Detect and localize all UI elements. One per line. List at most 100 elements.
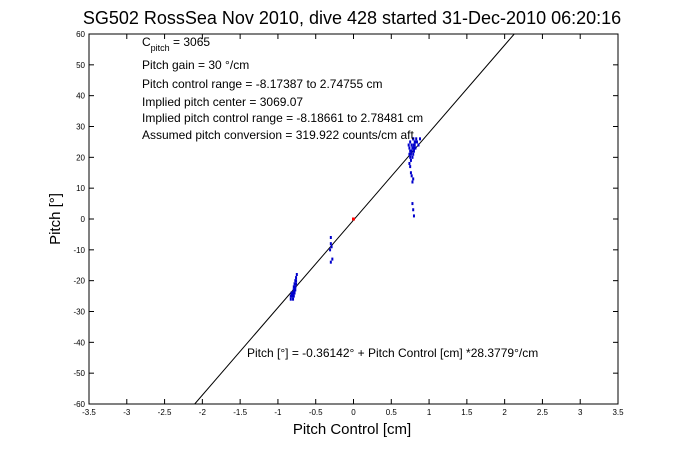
y-tick-label: 50 [76,61,85,70]
y-tick-label: 20 [76,153,85,162]
data-point [419,137,422,141]
data-point [410,174,413,178]
data-point [412,137,415,141]
x-tick-label: 2.5 [537,408,549,417]
y-tick-label: -20 [73,277,85,286]
data-point [329,236,332,239]
x-tick-label: 0.5 [386,408,398,417]
data-point [411,155,414,159]
y-tick-label: 60 [76,30,85,39]
data-point [329,242,332,246]
x-tick-label: 0 [351,408,356,417]
data-point [293,282,296,286]
x-axis-label: Pitch Control [cm] [293,421,411,438]
data-point [414,146,417,150]
y-tick-label: -30 [73,308,85,317]
annotation-implied-center: Implied pitch center = 3069.07 [142,95,303,109]
data-point [408,146,411,150]
data-point [409,149,412,153]
data-point [293,291,296,295]
data-point [412,208,415,212]
data-point [411,202,414,206]
chart-title: SG502 RossSea Nov 2010, dive 428 started… [83,8,621,28]
data-point [411,180,414,184]
x-tick-label: -2.5 [158,408,172,417]
data-point [329,260,332,264]
data-point [412,177,415,181]
data-point [410,143,413,147]
annotation-implied-range: Implied pitch control range = -8.18661 t… [142,111,423,125]
data-point [415,137,418,141]
data-point [292,291,295,295]
x-tick-label: -2 [199,408,207,417]
data-point [291,294,294,298]
y-tick-label: 30 [76,123,85,132]
y-tick-label: 40 [76,92,85,101]
y-tick-label: -60 [73,400,85,409]
data-point [414,140,417,144]
data-point [331,257,334,261]
annotation-c-pitch-sub: pitch [151,43,170,53]
data-point [409,158,412,162]
annotation-pitch-gain: Pitch gain = 30 °/cm [142,58,249,72]
data-point [295,276,298,280]
x-tick-label: 1.5 [461,408,473,417]
y-axis-label: Pitch [°] [47,193,64,245]
y-tick-label: -50 [73,369,85,378]
plot-frame [88,33,619,405]
data-point [415,140,418,144]
y-tick-label: -40 [73,338,85,347]
data-point [292,288,295,292]
data-point [292,297,295,301]
data-point [407,143,410,147]
y-tick-label: -10 [73,246,85,255]
x-tick-label: -1.5 [233,408,247,417]
annotation-c-pitch-main: C [142,35,151,49]
y-tick-label: 0 [81,215,86,224]
data-point [295,273,298,276]
data-point [412,152,415,156]
data-point [289,297,292,301]
data-point [292,285,295,289]
data-point [289,294,292,298]
x-tick-label: 1 [427,408,432,417]
data-point [412,214,415,218]
data-point [409,140,412,144]
annotation-c-pitch: Cpitch = 3065 [142,35,210,53]
data-point [409,155,412,159]
data-point [409,152,412,156]
x-tick-label: 2 [502,408,507,417]
data-point [409,165,412,169]
data-point [295,282,298,286]
data-point [417,143,420,147]
data-point [294,288,297,292]
annotation-c-pitch-value: = 3065 [170,35,211,49]
y-tick-label: 10 [76,184,85,193]
data-point [290,291,293,295]
x-tick-label: -1 [274,408,282,417]
annotation-fit-equation: Pitch [°] = -0.36142° + Pitch Control [c… [247,346,538,360]
x-tick-label: 3 [578,408,583,417]
data-point [408,152,411,156]
data-point [292,294,295,298]
data-point [409,171,412,175]
data-point [411,146,414,150]
data-point [329,248,332,252]
data-point [408,162,411,165]
x-tick-label: -3.5 [82,408,96,417]
data-point [412,146,415,150]
data-point [413,143,416,147]
data-point [330,245,333,249]
annotation-control-range: Pitch control range = -8.17387 to 2.7475… [142,77,383,91]
data-point [412,149,415,153]
x-tick-label: 3.5 [612,408,624,417]
points-layer [289,137,422,301]
x-ticks: -3.5 -3 -2.5 -2 -1.5 -1 -0.5 0 0.5 1 1.5 2 2.5 3 3.5 [82,34,624,417]
x-tick-label: -0.5 [309,408,323,417]
center-point [352,217,355,221]
annotation-conversion: Assumed pitch conversion = 319.922 count… [142,128,414,142]
x-tick-label: -3 [123,408,131,417]
data-point [410,149,413,153]
data-point [294,279,297,283]
